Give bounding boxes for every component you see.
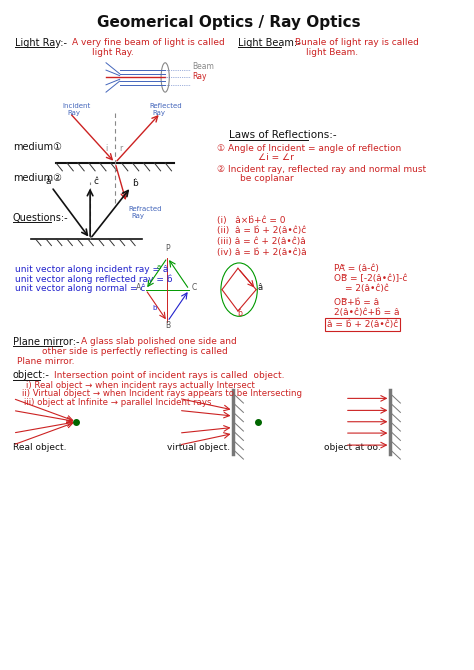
Text: object at oo.: object at oo.	[324, 443, 381, 452]
Text: object:-: object:-	[13, 370, 50, 380]
Text: Refracted: Refracted	[129, 206, 162, 212]
Text: PA⃗ = (â-ĉ): PA⃗ = (â-ĉ)	[334, 264, 378, 273]
Text: (iii) â = ĉ + 2(â•ĉ)â: (iii) â = ĉ + 2(â•ĉ)â	[218, 237, 306, 246]
Text: ∠i = ∠r: ∠i = ∠r	[258, 153, 294, 162]
Text: virtual object.: virtual object.	[167, 443, 230, 452]
Text: Real object.: Real object.	[13, 443, 66, 452]
Text: Plane mirror.: Plane mirror.	[18, 357, 75, 366]
Text: Ray: Ray	[131, 212, 144, 218]
Text: OB⃗+b̂ = â: OB⃗+b̂ = â	[334, 298, 379, 308]
Text: Geomerical Optics / Ray Optics: Geomerical Optics / Ray Optics	[97, 15, 361, 30]
Text: Ray: Ray	[67, 110, 81, 116]
Text: other side is perfectly reflecting is called: other side is perfectly reflecting is ca…	[42, 346, 228, 356]
Text: Incident: Incident	[63, 103, 91, 109]
Text: A: A	[136, 283, 141, 291]
Text: Plane mirror:-: Plane mirror:-	[13, 336, 79, 346]
Text: r: r	[119, 144, 122, 153]
Text: medium②: medium②	[13, 173, 62, 182]
Text: (iv) â = b̂ + 2(â•ĉ)â: (iv) â = b̂ + 2(â•ĉ)â	[218, 248, 307, 257]
Text: light Beam.: light Beam.	[306, 48, 358, 56]
Text: medium①: medium①	[13, 142, 62, 152]
Text: unit vector along reflected ray = b̂: unit vector along reflected ray = b̂	[15, 274, 173, 283]
Text: Beam: Beam	[192, 62, 214, 72]
Text: â: â	[46, 177, 52, 186]
Text: A very fine beam of light is called: A very fine beam of light is called	[72, 38, 225, 48]
Text: unit vector along normal = ĉ: unit vector along normal = ĉ	[15, 283, 146, 293]
Text: = 2(â•ĉ)ĉ: = 2(â•ĉ)ĉ	[345, 284, 389, 293]
Text: Ray: Ray	[153, 110, 165, 116]
Text: C: C	[191, 283, 196, 291]
Text: a: a	[156, 264, 161, 270]
Text: Intersection point of incident rays is called  object.: Intersection point of incident rays is c…	[54, 371, 284, 379]
Text: ĉ: ĉ	[93, 176, 98, 186]
Text: be coplanar: be coplanar	[240, 174, 294, 184]
Text: iii) object at Infinite → parallel Incident rays: iii) object at Infinite → parallel Incid…	[24, 398, 211, 407]
Text: Light Ray:-: Light Ray:-	[15, 38, 67, 48]
Text: b̂: b̂	[132, 178, 138, 188]
Text: b: b	[152, 306, 156, 312]
Text: Reflected: Reflected	[149, 103, 182, 109]
Text: Light Beam:-: Light Beam:-	[238, 38, 301, 48]
Text: unit vector along incident ray = â: unit vector along incident ray = â	[15, 265, 168, 274]
Text: (ii)  â = b̂ + 2(â•ĉ)ĉ: (ii) â = b̂ + 2(â•ĉ)ĉ	[218, 226, 307, 235]
Text: ii) Virtual object → when Incident rays appears to be Intersecting: ii) Virtual object → when Incident rays …	[22, 389, 302, 398]
Text: 2(â•ĉ)ĉ+b̂ = â: 2(â•ĉ)ĉ+b̂ = â	[334, 308, 399, 317]
Text: A glass slab polished one side and: A glass slab polished one side and	[81, 337, 237, 346]
Text: light Ray.: light Ray.	[92, 48, 134, 56]
Text: (i)   â×b̂+ĉ = 0: (i) â×b̂+ĉ = 0	[218, 216, 286, 224]
Text: Ray: Ray	[192, 72, 207, 82]
Text: â: â	[257, 283, 263, 291]
Text: P: P	[165, 244, 170, 253]
Text: Laws of Reflections:-: Laws of Reflections:-	[229, 130, 337, 140]
Text: Bunale of light ray is called: Bunale of light ray is called	[295, 38, 419, 48]
Text: OB⃗ = [-2(â•ĉ)]-ĉ: OB⃗ = [-2(â•ĉ)]-ĉ	[334, 274, 407, 283]
Text: Questions:-: Questions:-	[13, 212, 68, 222]
Text: ① Angle of Incident = angle of reflection: ① Angle of Incident = angle of reflectio…	[218, 143, 402, 153]
Text: i) Real object → when incident rays actually Intersect: i) Real object → when incident rays actu…	[27, 381, 255, 389]
Text: ② Incident ray, reflected ray and normal must: ② Incident ray, reflected ray and normal…	[218, 165, 427, 174]
Text: i: i	[105, 144, 108, 153]
Text: b̂: b̂	[237, 310, 242, 318]
Text: â = b̂ + 2(â•ĉ)ĉ: â = b̂ + 2(â•ĉ)ĉ	[327, 320, 398, 329]
Text: B: B	[165, 322, 170, 330]
